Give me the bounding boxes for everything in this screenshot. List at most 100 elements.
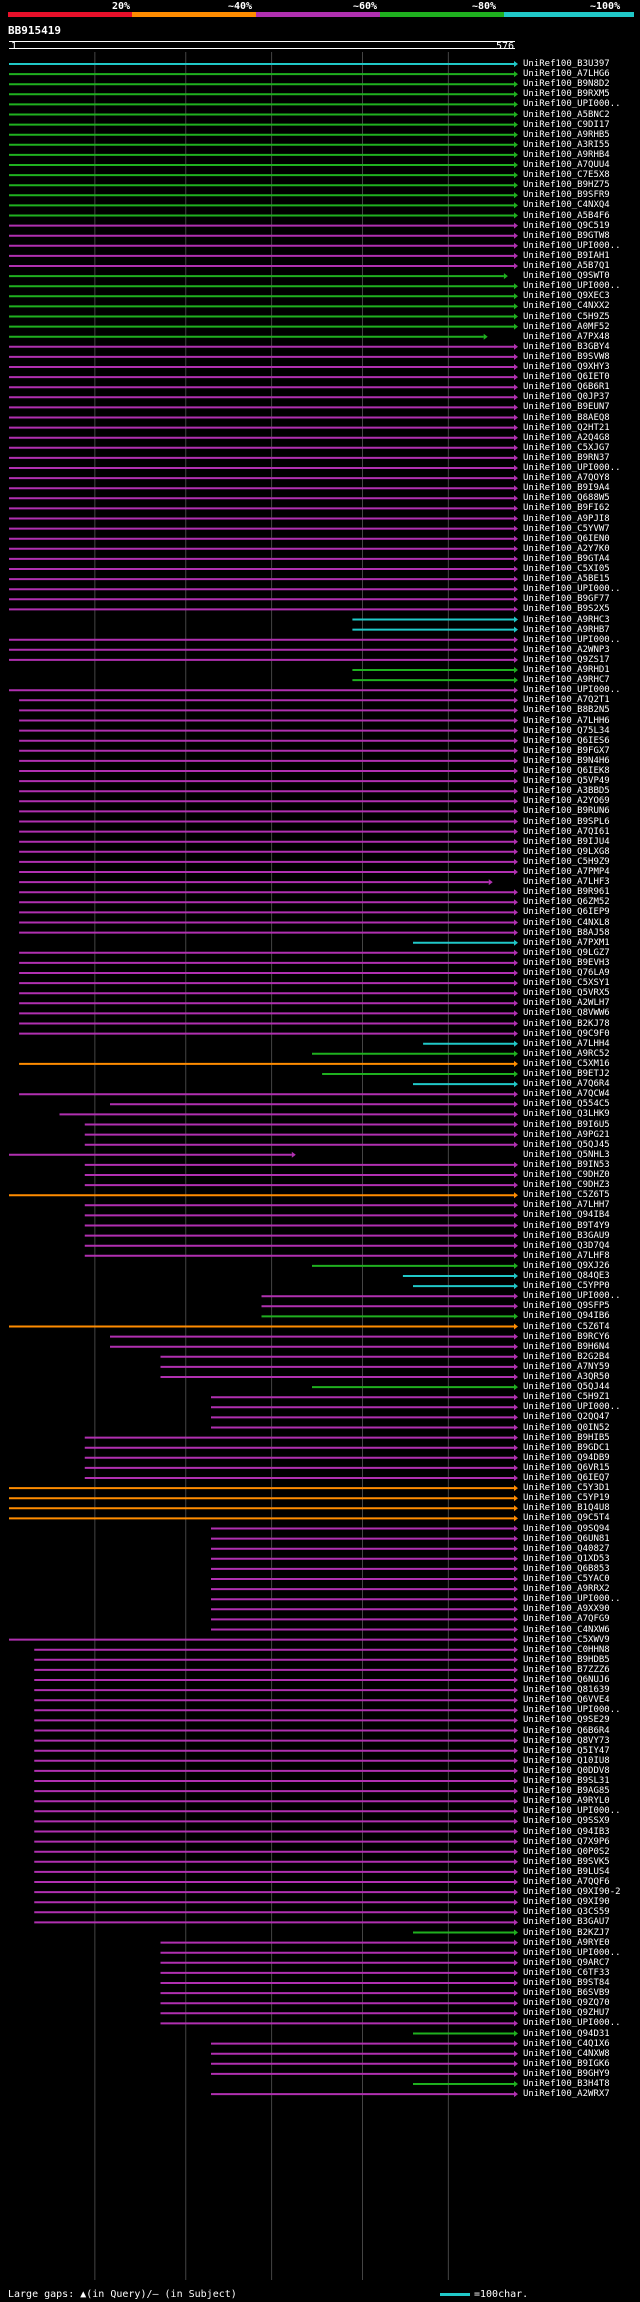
hit-label[interactable]: UniRef100_Q6IEQ7 [523, 1473, 610, 1483]
hit-label[interactable]: UniRef100_A7LHH6 [523, 715, 610, 726]
hit-label[interactable]: UniRef100_Q9XHY3 [523, 362, 610, 372]
hit-label[interactable]: UniRef100_B8AEQ8 [523, 412, 610, 423]
hit-label[interactable]: UniRef100_UPI000.. [523, 1291, 621, 1302]
hit-label[interactable]: UniRef100_Q5QJ44 [523, 1382, 610, 1393]
hit-label[interactable]: UniRef100_B6SVB9 [523, 1988, 610, 1999]
hit-label[interactable]: UniRef100_Q9LXG8 [523, 846, 610, 857]
hit-label[interactable]: UniRef100_Q5VP49 [523, 776, 610, 787]
hit-label[interactable]: UniRef100_Q3LHK9 [523, 1109, 610, 1120]
hit-label[interactable]: UniRef100_Q7X9P6 [523, 1836, 610, 1847]
hit-label[interactable]: UniRef100_B9SVW8 [523, 351, 610, 362]
hit-label[interactable]: UniRef100_A9RRX2 [523, 1584, 610, 1595]
hit-label[interactable]: UniRef100_B9RCY6 [523, 1331, 610, 1342]
hit-label[interactable]: UniRef100_A2WRX7 [523, 2089, 610, 2100]
hit-label[interactable]: UniRef100_UPI000.. [523, 1402, 621, 1413]
hit-label[interactable]: UniRef100_C5Y3D1 [523, 1483, 610, 1494]
hit-label[interactable]: UniRef100_B8AJ58 [523, 927, 610, 938]
hit-label[interactable]: UniRef100_Q75L34 [523, 725, 610, 736]
hit-label[interactable]: UniRef100_B9N4H6 [523, 755, 610, 766]
hit-label[interactable]: UniRef100_A0MF52 [523, 321, 610, 332]
hit-label[interactable]: UniRef100_C4NXW8 [523, 2048, 610, 2059]
hit-label[interactable]: UniRef100_B9ETJ2 [523, 1069, 610, 1079]
hit-label[interactable]: UniRef100_B9I6U5 [523, 1119, 610, 1130]
hit-label[interactable]: UniRef100_C5YPP0 [523, 1281, 610, 1292]
hit-label[interactable]: UniRef100_A7Q6R4 [523, 1079, 610, 1090]
hit-label[interactable]: UniRef100_B2KZJ7 [523, 1927, 610, 1938]
hit-label[interactable]: UniRef100_Q94DB9 [523, 1452, 610, 1463]
hit-label[interactable]: UniRef100_Q84QE3 [523, 1271, 610, 1281]
hit-label[interactable]: UniRef100_C4NXQ4 [523, 200, 610, 211]
hit-label[interactable]: UniRef100_UPI000.. [523, 685, 621, 696]
hit-label[interactable]: UniRef100_B9FGX7 [523, 745, 610, 756]
hit-label[interactable]: UniRef100_C5YP19 [523, 1493, 610, 1504]
hit-label[interactable]: UniRef100_Q0JP37 [523, 392, 610, 403]
hit-label[interactable]: UniRef100_A7LHF8 [523, 1250, 610, 1261]
hit-label[interactable]: UniRef100_Q6IEK8 [523, 766, 610, 776]
hit-label[interactable]: UniRef100_A7QQF6 [523, 1877, 610, 1887]
hit-label[interactable]: UniRef100_Q9C5T4 [523, 1513, 610, 1524]
hit-label[interactable]: UniRef100_Q81639 [523, 1685, 610, 1696]
hit-label[interactable]: UniRef100_A3QR50 [523, 1372, 610, 1382]
hit-label[interactable]: UniRef100_B3GAU9 [523, 1230, 610, 1241]
hit-label[interactable]: UniRef100_UPI000.. [523, 1594, 621, 1605]
hit-label[interactable]: UniRef100_Q0IN52 [523, 1422, 610, 1433]
hit-label[interactable]: UniRef100_Q9SFP5 [523, 1301, 610, 1312]
hit-label[interactable]: UniRef100_C4Q1X6 [523, 2038, 610, 2049]
hit-label[interactable]: UniRef100_Q1XD53 [523, 1553, 610, 1564]
hit-label[interactable]: UniRef100_C5XWV9 [523, 1634, 610, 1645]
hit-label[interactable]: UniRef100_C5YVW7 [523, 523, 610, 534]
hit-label[interactable]: UniRef100_C5XM16 [523, 1058, 610, 1069]
hit-label[interactable]: UniRef100_C5H9Z1 [523, 1392, 610, 1403]
hit-label[interactable]: UniRef100_UPI000.. [523, 584, 621, 595]
hit-label[interactable]: UniRef100_Q6NUJ6 [523, 1675, 610, 1685]
hit-label[interactable]: UniRef100_B9RXM5 [523, 89, 610, 100]
hit-label[interactable]: UniRef100_A7QFG9 [523, 1614, 610, 1625]
hit-label[interactable]: UniRef100_Q76LA9 [523, 968, 610, 978]
hit-label[interactable]: UniRef100_A9PG21 [523, 1129, 610, 1140]
hit-label[interactable]: UniRef100_B2G2B4 [523, 1351, 610, 1362]
hit-label[interactable]: UniRef100_Q5IY47 [523, 1745, 610, 1756]
hit-label[interactable]: UniRef100_B9GF77 [523, 594, 610, 605]
hit-label[interactable]: UniRef100_B9LUS4 [523, 1866, 610, 1877]
hit-label[interactable]: UniRef100_C0HHN8 [523, 1644, 610, 1655]
hit-label[interactable]: UniRef100_Q2HT21 [523, 422, 610, 433]
hit-label[interactable]: UniRef100_C6TF33 [523, 1967, 610, 1978]
hit-label[interactable]: UniRef100_Q9ARC7 [523, 1957, 610, 1968]
hit-label[interactable]: UniRef100_A5B7Q1 [523, 261, 610, 271]
hit-label[interactable]: UniRef100_Q6IET0 [523, 372, 610, 383]
hit-label[interactable]: UniRef100_B9N8D2 [523, 79, 610, 90]
hit-label[interactable]: UniRef100_Q688W5 [523, 493, 610, 504]
hit-label[interactable]: UniRef100_Q9SE29 [523, 1715, 610, 1726]
hit-label[interactable]: UniRef100_B1Q4U8 [523, 1503, 610, 1514]
hit-label[interactable]: UniRef100_C9DHZ3 [523, 1180, 610, 1191]
hit-label[interactable]: UniRef100_B9EUN7 [523, 402, 610, 413]
hit-label[interactable]: UniRef100_C5XSY1 [523, 978, 610, 989]
hit-label[interactable]: UniRef100_Q6B6R4 [523, 1725, 610, 1736]
hit-label[interactable]: UniRef100_A7QI61 [523, 826, 610, 837]
hit-label[interactable]: UniRef100_Q9XI90 [523, 1897, 610, 1908]
hit-label[interactable]: UniRef100_Q10IU8 [523, 1755, 610, 1766]
hit-label[interactable]: UniRef100_A5BNC2 [523, 109, 610, 120]
hit-label[interactable]: UniRef100_B9SPL6 [523, 816, 610, 827]
hit-label[interactable]: UniRef100_Q9ZS17 [523, 654, 610, 665]
hit-label[interactable]: UniRef100_B7ZZZ6 [523, 1664, 610, 1675]
hit-label[interactable]: UniRef100_B9S2X5 [523, 604, 610, 615]
hit-label[interactable]: UniRef100_A2YO69 [523, 796, 610, 807]
hit-label[interactable]: UniRef100_A9RHD1 [523, 665, 610, 675]
hit-label[interactable]: UniRef100_Q40827 [523, 1543, 610, 1554]
hit-label[interactable]: UniRef100_B9HIB5 [523, 1432, 610, 1443]
hit-label[interactable]: UniRef100_B9HZ75 [523, 180, 610, 191]
hit-label[interactable]: UniRef100_B9SFR9 [523, 190, 610, 201]
hit-label[interactable]: UniRef100_Q6IEP9 [523, 907, 610, 918]
hit-label[interactable]: UniRef100_A3BBD5 [523, 786, 610, 797]
hit-label[interactable]: UniRef100_A9RHB5 [523, 129, 610, 140]
hit-label[interactable]: UniRef100_B2KJ78 [523, 1018, 610, 1029]
hit-label[interactable]: UniRef100_Q9SWT0 [523, 271, 610, 282]
hit-label[interactable]: UniRef100_Q94IB6 [523, 1311, 610, 1322]
hit-label[interactable]: UniRef100_A7PMP4 [523, 867, 610, 877]
hit-label[interactable]: UniRef100_C7E5X8 [523, 170, 610, 181]
hit-label[interactable]: UniRef100_B3U397 [523, 59, 610, 69]
hit-label[interactable]: UniRef100_B9GTA4 [523, 553, 610, 564]
hit-label[interactable]: UniRef100_C9DHZ0 [523, 1170, 610, 1180]
hit-label[interactable]: UniRef100_B9ST84 [523, 1978, 610, 1988]
